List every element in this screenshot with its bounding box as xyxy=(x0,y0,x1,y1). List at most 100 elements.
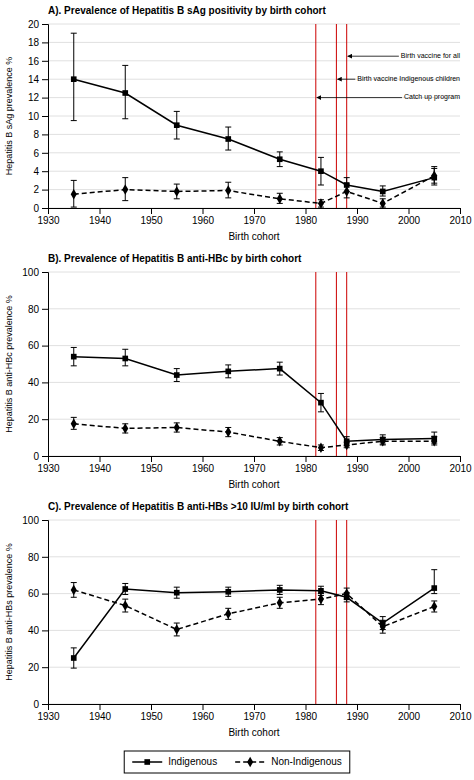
error-bar xyxy=(318,157,324,185)
point xyxy=(122,184,128,195)
x-tick-label: 1980 xyxy=(295,215,318,226)
y-tick-label: 0 xyxy=(33,451,39,462)
error-bar xyxy=(174,623,180,636)
x-tick: 2000 xyxy=(398,456,421,474)
x-tick-label: 1950 xyxy=(140,463,163,474)
error-bar xyxy=(225,608,231,619)
x-tick-label: 1960 xyxy=(192,711,215,722)
x-axis: 193019401950196019701980199020002010 xyxy=(37,208,472,226)
y-tick-label: 20 xyxy=(28,662,40,673)
x-tick-mark xyxy=(306,704,307,710)
y-tick: 100 xyxy=(22,267,48,278)
series-line xyxy=(74,357,435,442)
grid-line xyxy=(48,308,460,309)
x-tick-label: 1930 xyxy=(37,215,60,226)
legend-swatch-marker xyxy=(247,757,253,768)
error-bar xyxy=(174,184,180,199)
y-tick-label: 20 xyxy=(28,414,40,425)
x-tick-mark xyxy=(254,208,255,214)
grid-line xyxy=(48,152,460,153)
y-tick-mark xyxy=(42,24,48,25)
grid-line xyxy=(48,60,460,61)
series xyxy=(71,570,438,668)
point xyxy=(174,122,180,128)
grid-line xyxy=(48,345,460,346)
point xyxy=(344,440,350,451)
chart-title: C). Prevalence of Hepatitis B anti-HBs >… xyxy=(48,501,349,512)
panel: A). Prevalence of Hepatitis B sAg positi… xyxy=(4,5,472,242)
x-tick-label: 1940 xyxy=(89,711,112,722)
x-tick: 2010 xyxy=(449,456,472,474)
y-tick-mark xyxy=(42,382,48,383)
x-tick-mark xyxy=(460,208,461,214)
error-bar xyxy=(71,180,77,207)
annotation-text: Birth vaccine for all xyxy=(401,52,461,59)
x-tick-label: 1990 xyxy=(346,215,369,226)
x-tick-label: 1960 xyxy=(192,215,215,226)
x-tick: 1980 xyxy=(295,208,318,226)
annotation-text: Birth vaccine Indigenous children xyxy=(357,75,460,83)
y-tick-label: 6 xyxy=(33,148,39,159)
legend-item: Indigenous xyxy=(132,756,217,767)
y-tick: 60 xyxy=(28,340,48,351)
x-tick-label: 2000 xyxy=(398,215,421,226)
x-tick: 1940 xyxy=(89,704,112,722)
x-tick-mark xyxy=(100,456,101,462)
y-tick-mark xyxy=(42,557,48,558)
y-tick-mark xyxy=(42,630,48,631)
grid xyxy=(48,272,460,456)
point xyxy=(277,436,283,447)
y-axis: 020406080100 xyxy=(22,515,48,710)
point xyxy=(277,598,283,609)
error-bar xyxy=(380,620,386,633)
y-tick-mark xyxy=(42,79,48,80)
point xyxy=(431,585,437,591)
error-bar xyxy=(431,601,437,612)
x-tick: 1990 xyxy=(346,208,369,226)
y-tick-mark xyxy=(42,704,48,705)
x-tick-label: 1950 xyxy=(140,215,163,226)
error-bar xyxy=(277,152,283,167)
legend-swatch-marker xyxy=(144,759,150,765)
error-bar xyxy=(174,423,180,432)
x-tick-mark xyxy=(357,208,358,214)
x-tick: 1930 xyxy=(37,208,60,226)
reference-line xyxy=(315,520,316,704)
x-tick: 2010 xyxy=(449,704,472,722)
reference-line xyxy=(336,520,337,704)
error-bar xyxy=(225,127,231,150)
error-bar xyxy=(122,349,128,366)
point xyxy=(431,171,437,182)
point xyxy=(318,168,324,174)
x-tick: 1960 xyxy=(192,208,215,226)
x-tick-label: 1970 xyxy=(243,711,266,722)
point xyxy=(277,156,283,162)
series xyxy=(71,33,438,196)
x-axis-line xyxy=(49,457,461,463)
x-tick-label: 1970 xyxy=(243,463,266,474)
chart-svg: A). Prevalence of Hepatitis B sAg positi… xyxy=(0,0,474,780)
point xyxy=(71,419,77,430)
x-tick-label: 2010 xyxy=(449,215,472,226)
x-tick-label: 1940 xyxy=(89,463,112,474)
x-tick-label: 1950 xyxy=(140,711,163,722)
error-bar xyxy=(174,111,180,139)
x-tick-mark xyxy=(306,456,307,462)
point xyxy=(122,356,128,362)
point xyxy=(318,198,324,208)
x-tick-mark xyxy=(357,704,358,710)
y-tick-label: 16 xyxy=(28,56,40,67)
reference-line xyxy=(315,272,316,456)
point xyxy=(277,366,283,372)
annotation-arrow xyxy=(337,79,355,80)
grid-line xyxy=(48,171,460,172)
x-tick-mark xyxy=(409,704,410,710)
grid-line xyxy=(48,189,460,190)
point xyxy=(122,90,128,96)
reference-line xyxy=(346,272,347,456)
point xyxy=(277,587,283,593)
annotation-arrow xyxy=(348,56,399,57)
legend-box xyxy=(124,751,350,773)
x-tick-label: 1970 xyxy=(243,215,266,226)
x-tick: 1990 xyxy=(346,456,369,474)
